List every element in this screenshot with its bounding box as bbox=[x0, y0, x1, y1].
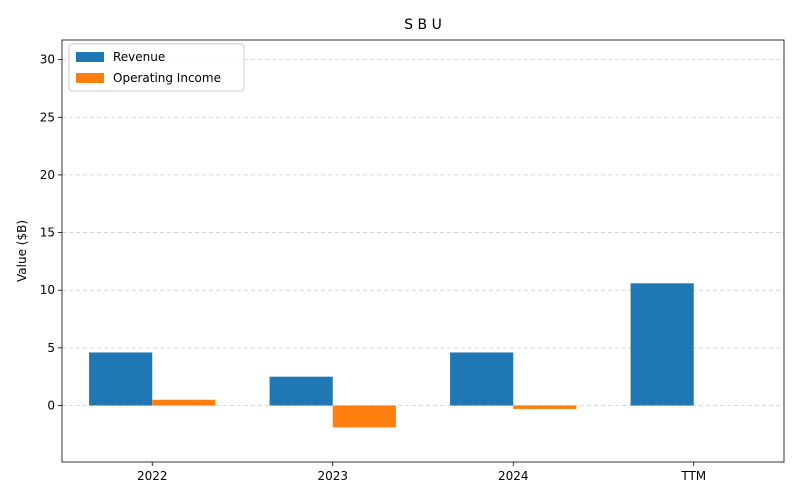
x-tick-label: 2022 bbox=[137, 469, 168, 483]
legend-box bbox=[68, 43, 245, 92]
y-tick-label: 30 bbox=[40, 53, 55, 67]
y-tick-label: 25 bbox=[40, 110, 55, 124]
x-tick-label: TTM bbox=[680, 469, 706, 483]
bar-revenue bbox=[89, 352, 153, 406]
axes bbox=[58, 39, 785, 466]
y-tick-label: 0 bbox=[47, 399, 55, 413]
bar-operating-income bbox=[152, 399, 216, 406]
bar-revenue bbox=[630, 283, 694, 406]
y-tick-label: 10 bbox=[40, 283, 55, 297]
bar-revenue bbox=[450, 352, 514, 406]
chart-title: S B U bbox=[404, 17, 442, 33]
bars bbox=[89, 283, 694, 428]
tick-labels: 0 5 10 15 20 25 30 2022 2023 2024 TTM bbox=[40, 53, 706, 483]
legend: Revenue Operating Income bbox=[68, 43, 245, 92]
bar-revenue bbox=[269, 376, 333, 406]
legend-swatch bbox=[76, 73, 104, 83]
legend-label: Operating Income bbox=[113, 71, 221, 85]
bar-operating-income bbox=[332, 405, 396, 428]
y-tick-label: 20 bbox=[40, 168, 55, 182]
plot-frame bbox=[61, 39, 785, 463]
y-tick-label: 5 bbox=[47, 341, 55, 355]
legend-swatch bbox=[76, 52, 104, 62]
x-tick-label: 2023 bbox=[317, 469, 348, 483]
y-tick-label: 15 bbox=[40, 226, 55, 240]
y-axis-label: Value ($B) bbox=[15, 220, 29, 282]
x-tick-label: 2024 bbox=[498, 469, 529, 483]
bar-operating-income bbox=[513, 405, 577, 409]
legend-label: Revenue bbox=[113, 50, 165, 64]
